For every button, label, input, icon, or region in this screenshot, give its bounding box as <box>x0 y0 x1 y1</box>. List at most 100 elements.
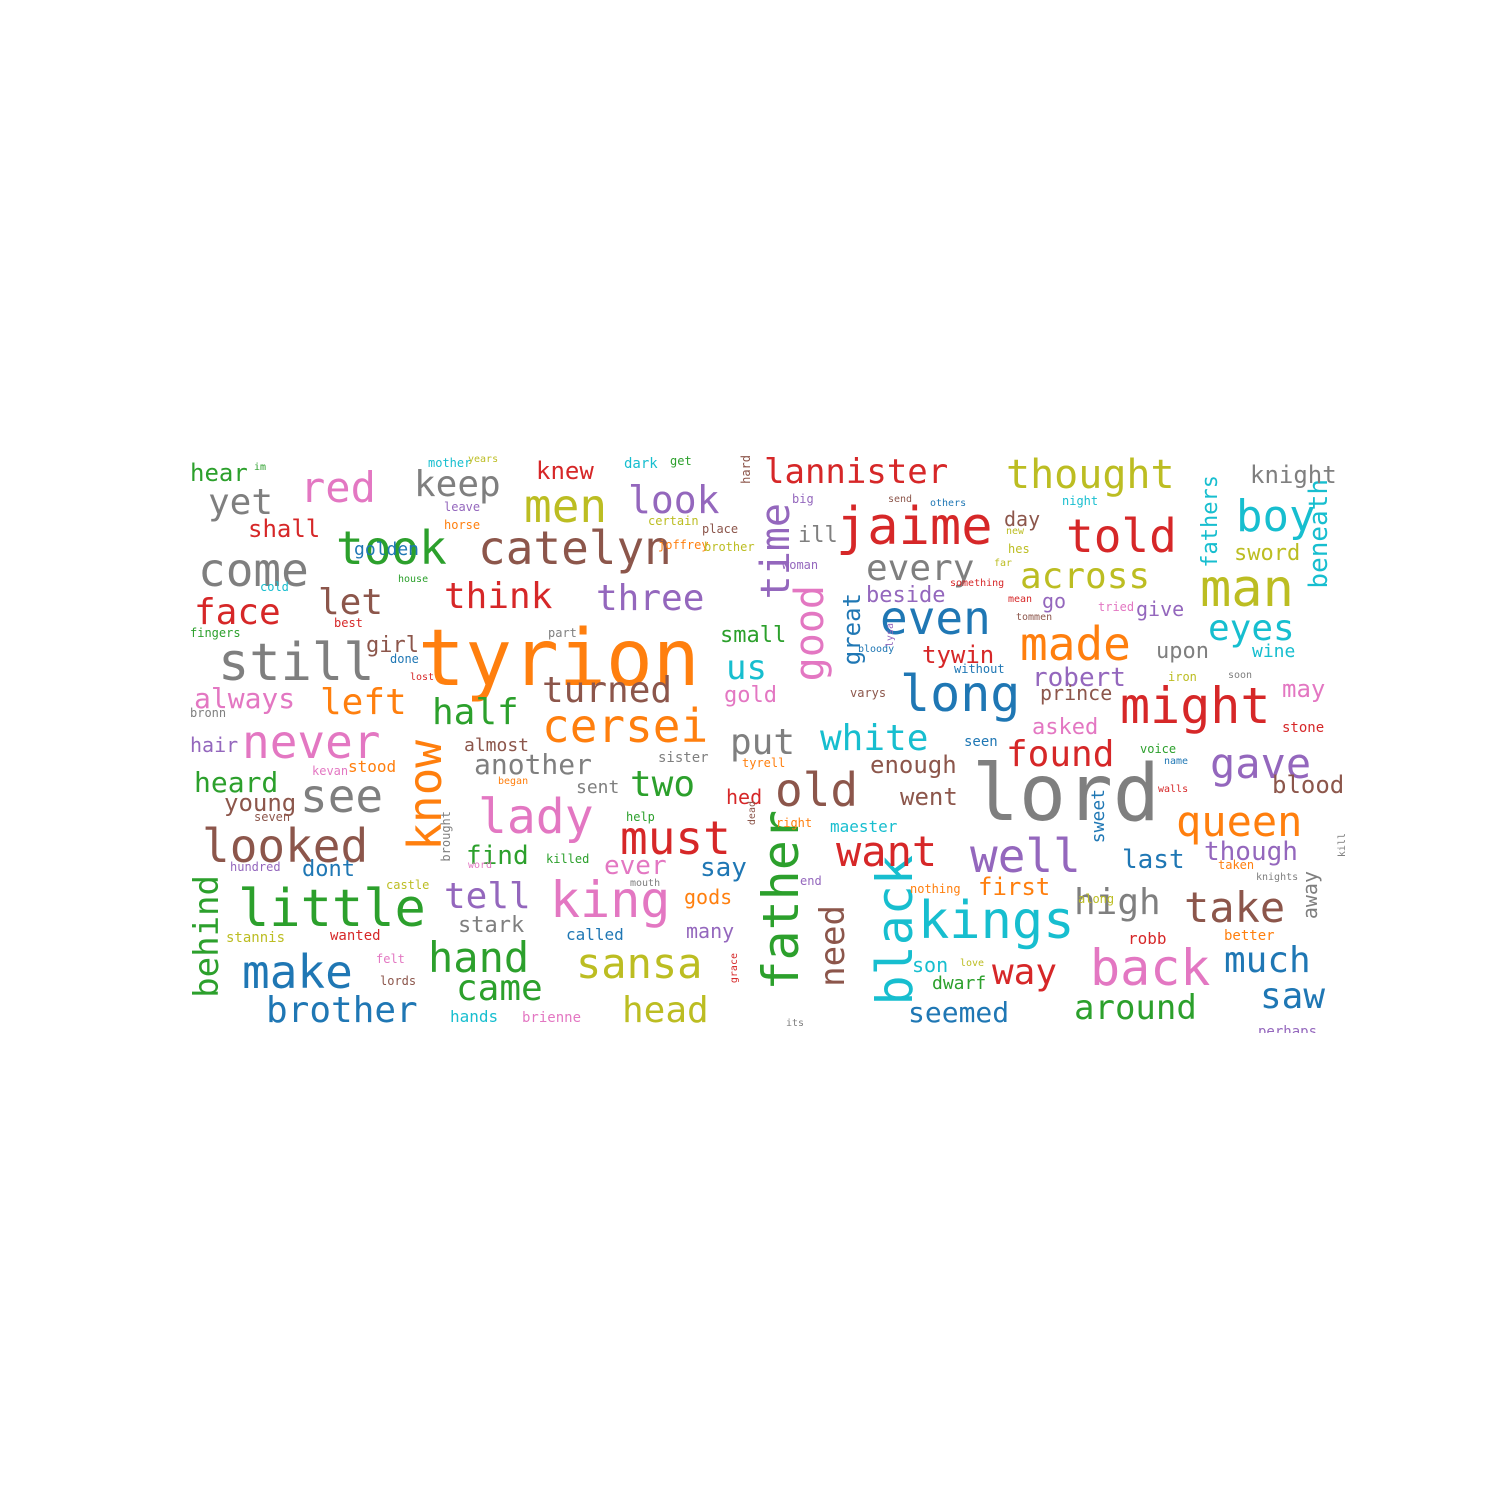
word-beneath: beneath <box>1304 479 1334 589</box>
word-might: might <box>1120 677 1271 735</box>
word-seemed: seemed <box>908 996 1010 1029</box>
word-must: must <box>620 811 731 865</box>
word-stood: stood <box>348 757 397 776</box>
word-around: around <box>1074 988 1197 1028</box>
word-seen: seen <box>964 734 998 750</box>
word-man: man <box>1200 559 1294 619</box>
word-old: old <box>775 763 859 817</box>
word-find: find <box>466 841 529 871</box>
word-young: young <box>224 789 297 817</box>
word-hed: hed <box>726 785 763 809</box>
word-father: father <box>752 810 810 991</box>
word-tried: tried <box>1098 600 1135 614</box>
word-years: years <box>468 455 499 465</box>
word-lady: lady <box>478 789 594 845</box>
word-took: took <box>336 521 447 575</box>
word-thought: thought <box>1006 455 1175 498</box>
word-came: came <box>456 968 543 1009</box>
word-left: left <box>320 682 407 723</box>
word-im: im <box>254 462 267 473</box>
word-well: well <box>970 829 1081 883</box>
word-three: three <box>596 578 705 619</box>
word-hundred: hundred <box>230 860 281 874</box>
word-turned: turned <box>542 670 673 711</box>
word-first: first <box>978 873 1051 901</box>
word-dark: dark <box>624 456 658 472</box>
word-kill: kill <box>1337 833 1348 858</box>
word-see: see <box>300 769 384 823</box>
word-voice: voice <box>1140 742 1177 756</box>
word-hes: hes <box>1008 542 1030 556</box>
word-asked: asked <box>1032 715 1099 740</box>
word-dead: dead <box>747 801 758 826</box>
word-stannis: stannis <box>226 930 286 946</box>
word-take: take <box>1184 883 1286 932</box>
word-without: without <box>954 662 1005 676</box>
word-get: get <box>670 455 692 468</box>
word-others: others <box>930 498 967 509</box>
word-last: last <box>1122 845 1185 875</box>
word-keep: keep <box>414 464 501 505</box>
word-kings: kings <box>918 891 1075 951</box>
word-let: let <box>318 582 384 623</box>
word-mother: mother <box>428 456 472 470</box>
word-still: still <box>218 633 375 693</box>
word-nothing: nothing <box>910 882 961 896</box>
word-another: another <box>474 748 593 781</box>
word-head: head <box>622 990 709 1031</box>
word-night: night <box>1062 494 1099 508</box>
word-hear: hear <box>190 459 248 487</box>
word-men: men <box>524 479 608 533</box>
word-go: go <box>1042 589 1067 613</box>
word-shall: shall <box>248 515 321 543</box>
word-help: help <box>626 810 655 824</box>
word-ill: ill <box>798 523 838 548</box>
word-something: something <box>950 578 1005 589</box>
word-may: may <box>1282 675 1326 703</box>
word-stark: stark <box>458 913 525 938</box>
word-cersei: cersei <box>542 699 709 753</box>
word-heard: heard <box>194 766 279 799</box>
word-its: its <box>786 1018 805 1029</box>
word-every: every <box>866 548 975 589</box>
word-blood: blood <box>1272 771 1345 799</box>
word-hair: hair <box>190 733 239 757</box>
word-long: long <box>900 665 1021 723</box>
word-looked: looked <box>202 819 369 873</box>
word-told: told <box>1066 509 1177 563</box>
word-killed: killed <box>546 852 590 866</box>
word-brought: brought <box>439 811 453 862</box>
word-back: back <box>1090 939 1211 997</box>
word-red: red <box>300 463 376 512</box>
word-lord: lord <box>972 749 1160 839</box>
word-walls: walls <box>1158 784 1189 795</box>
word-sword: sword <box>1234 541 1301 566</box>
word-come: come <box>198 543 309 597</box>
word-name: name <box>1164 756 1189 767</box>
word-place: place <box>702 522 739 536</box>
word-queen: queen <box>1176 797 1303 846</box>
word-away: away <box>1298 871 1322 920</box>
word-began: began <box>498 776 529 787</box>
word-called: called <box>566 925 624 944</box>
word-little: little <box>238 879 426 939</box>
word-white: white <box>820 718 929 759</box>
word-robert: robert <box>1032 663 1126 693</box>
word-right: right <box>776 816 813 830</box>
word-saw: saw <box>1260 976 1326 1017</box>
word-gold: gold <box>724 683 777 708</box>
word-brother: brother <box>266 990 418 1031</box>
word-lost: lost <box>410 672 435 683</box>
word-found: found <box>1006 734 1115 775</box>
word-behind: behind <box>190 875 227 998</box>
word-face: face <box>194 592 281 633</box>
word-perhaps: perhaps <box>1258 1024 1318 1033</box>
word-never: never <box>242 715 381 769</box>
word-hands: hands <box>450 1007 499 1026</box>
word-big: big <box>792 492 814 506</box>
word-say: say <box>700 853 747 883</box>
word-part: part <box>548 626 577 640</box>
word-sansa: sansa <box>576 939 703 988</box>
word-bloody: bloody <box>858 644 895 655</box>
word-brienne: brienne <box>522 1010 582 1026</box>
